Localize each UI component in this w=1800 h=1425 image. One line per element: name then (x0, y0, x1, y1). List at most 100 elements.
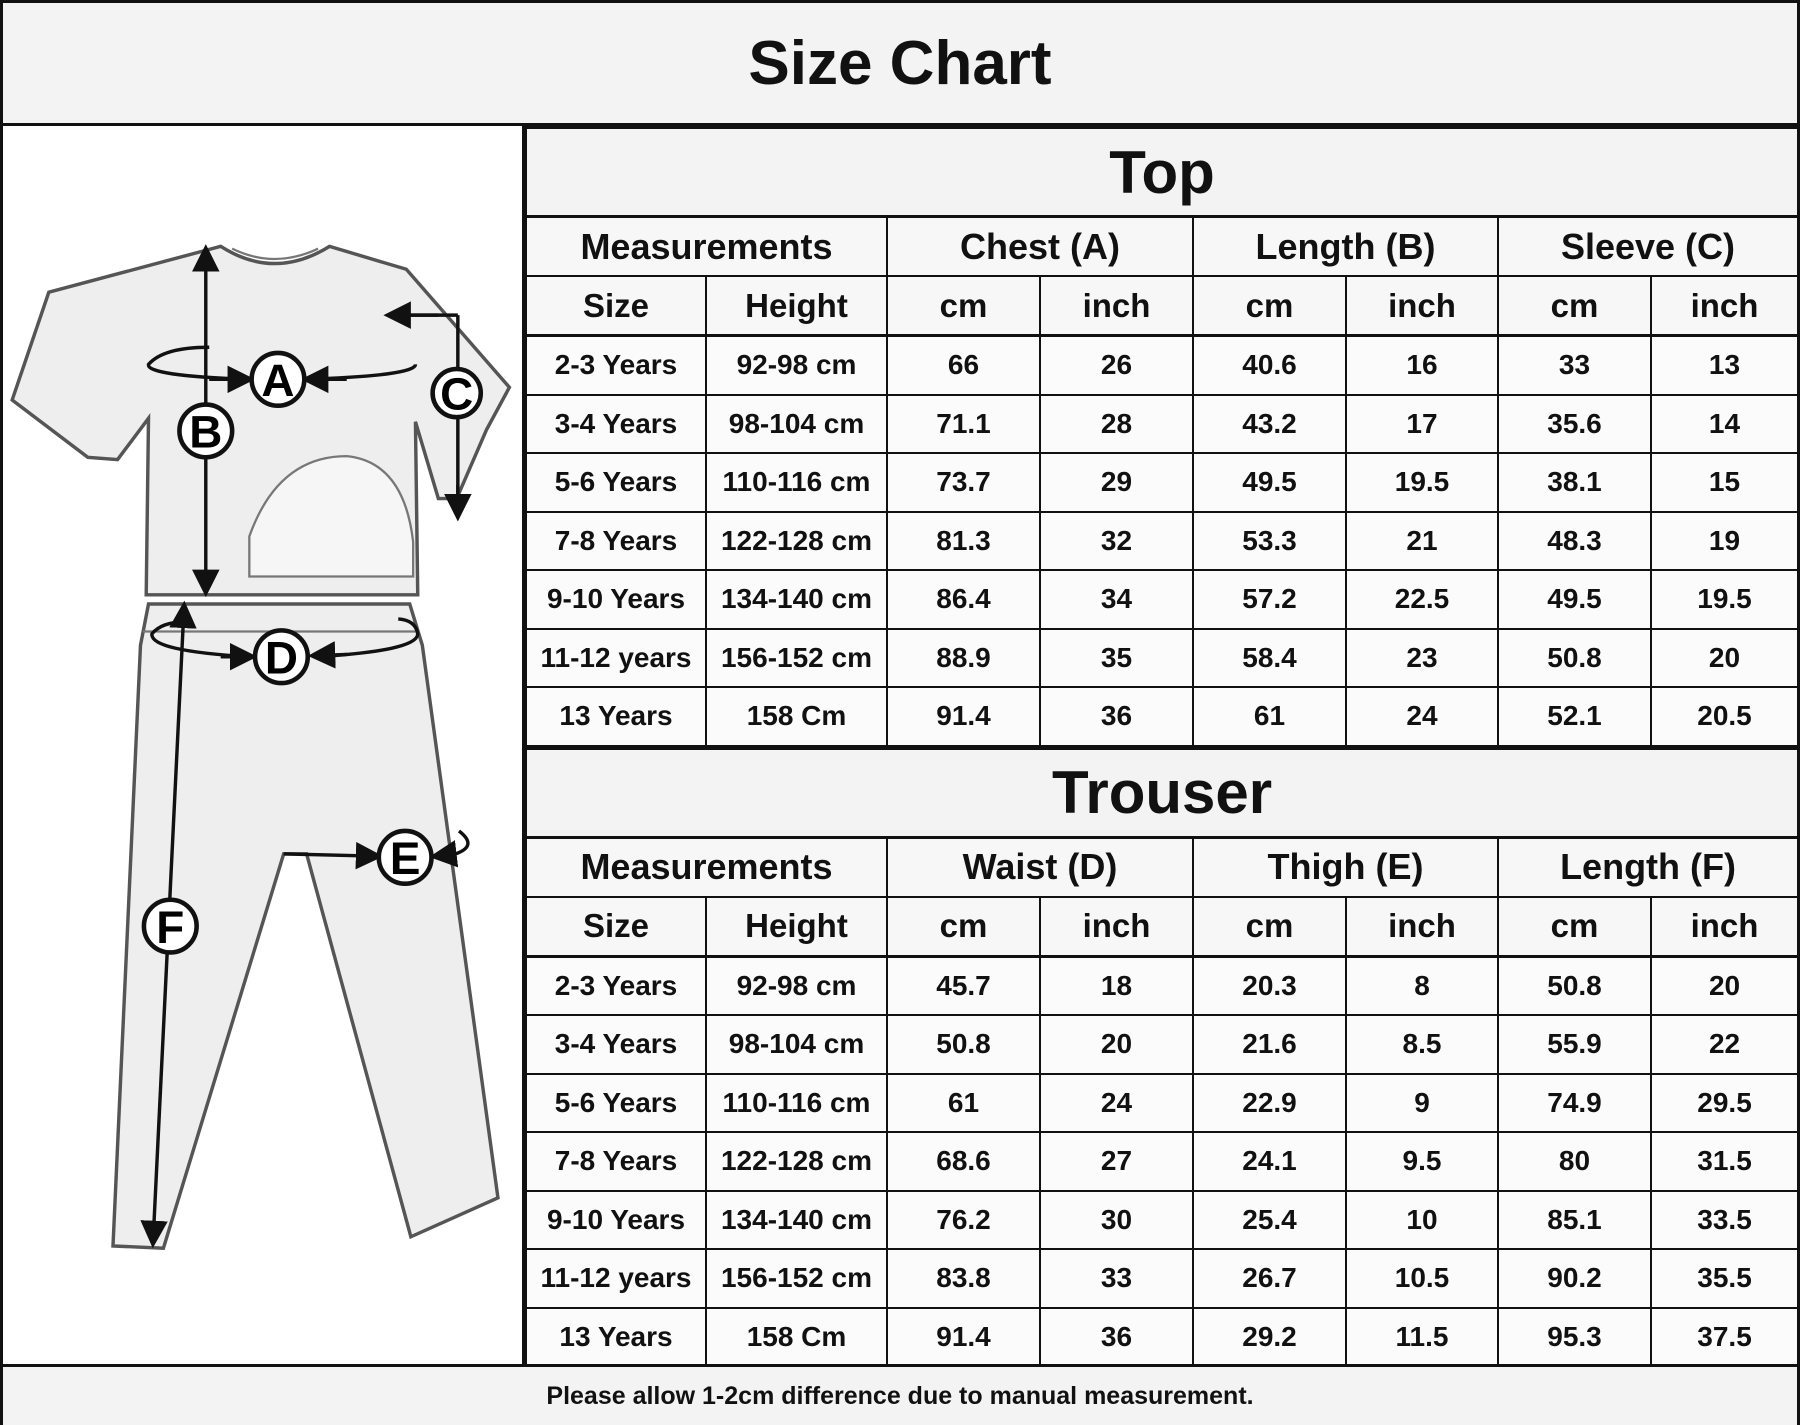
table-title: Top (525, 126, 1799, 218)
cell: 48.3 (1497, 510, 1652, 571)
cell: 19.5 (1650, 569, 1799, 630)
cell: 61 (1192, 686, 1347, 747)
data-row: 5-6 Years 110-116 cm 73.7 29 49.5 19.5 38.1 15 (525, 452, 1799, 513)
cell: 122-128 cm (705, 510, 888, 571)
cell: 98-104 cm (705, 393, 888, 454)
cell: 24 (1039, 1072, 1194, 1133)
cell: 9 (1345, 1072, 1499, 1133)
cell: 158 Cm (705, 1306, 888, 1367)
cell: 31.5 (1649, 1131, 1800, 1192)
column-header: cm (886, 895, 1041, 958)
column-header: cm (1497, 895, 1652, 958)
group-header: Thigh (E) (1192, 836, 1499, 898)
cell: 14 (1650, 393, 1799, 454)
cell: 134-140 cm (705, 569, 888, 630)
cell: 35.6 (1497, 393, 1652, 454)
label-text: F (156, 902, 184, 953)
cell: 68.6 (886, 1131, 1041, 1192)
cell: 156-152 cm (705, 627, 888, 688)
column-header: inch (1345, 275, 1499, 337)
column-header: Size (525, 275, 707, 337)
cell: 25.4 (1192, 1189, 1347, 1250)
cell: 16 (1345, 334, 1499, 396)
cell: 19 (1650, 510, 1799, 571)
cell: 43.2 (1192, 393, 1347, 454)
cell: 95.3 (1497, 1306, 1652, 1367)
footer-note: Please allow 1-2cm difference due to man… (3, 1364, 1797, 1425)
cell: 83.8 (886, 1248, 1041, 1309)
cell: 91.4 (886, 686, 1041, 747)
cell: 20 (1650, 627, 1799, 688)
table-title-row: Trouser (524, 746, 1800, 839)
cell: 158 Cm (705, 686, 888, 747)
column-header-row: Size Height cm inch cm inch cm inch (525, 275, 1799, 337)
table-title: Trouser (524, 746, 1800, 839)
column-header: inch (1649, 895, 1800, 958)
garment-diagram: A B C D E F (3, 126, 525, 1364)
cell: 15 (1650, 452, 1799, 513)
cell: 110-116 cm (705, 1072, 888, 1133)
cell: 5-6 Years (525, 1072, 707, 1133)
cell: 3-4 Years (525, 393, 707, 454)
cell: 26.7 (1192, 1248, 1347, 1309)
column-header: inch (1039, 895, 1194, 958)
cell: 33.5 (1649, 1189, 1800, 1250)
cell: 28 (1039, 393, 1194, 454)
table-body: Top Measurements Chest (A) Length (B) Sleeve… (525, 126, 1799, 747)
cell: 98-104 cm (705, 1014, 888, 1075)
cell: 53.3 (1192, 510, 1347, 571)
size-table: Top Measurements Chest (A) Length (B) Sleeve… (525, 126, 1799, 747)
group-header: Measurements (525, 215, 888, 277)
cell: 110-116 cm (705, 452, 888, 513)
cell: 22.5 (1345, 569, 1499, 630)
label-c: C (430, 366, 484, 420)
cell: 91.4 (886, 1306, 1041, 1367)
group-header: Sleeve (C) (1497, 215, 1799, 277)
column-header-row: Size Height cm inch cm inch cm inch (525, 895, 1800, 958)
cell: 13 (1650, 334, 1799, 396)
cell: 29 (1039, 452, 1194, 513)
cell: 13 Years (525, 1306, 707, 1367)
cell: 81.3 (886, 510, 1041, 571)
cell: 11-12 years (525, 1248, 707, 1309)
cell: 22.9 (1192, 1072, 1347, 1133)
column-header: inch (1345, 895, 1499, 958)
cell: 2-3 Years (525, 955, 707, 1016)
cell: 7-8 Years (525, 510, 707, 571)
cell: 76.2 (886, 1189, 1041, 1250)
cell: 13 Years (525, 686, 707, 747)
group-header-row: Measurements Chest (A) Length (B) Sleeve (C… (525, 215, 1799, 277)
cell: 34 (1039, 569, 1194, 630)
cell: 134-140 cm (705, 1189, 888, 1250)
cell: 57.2 (1192, 569, 1347, 630)
cell: 35 (1039, 627, 1194, 688)
cell: 122-128 cm (705, 1131, 888, 1192)
cell: 35.5 (1649, 1248, 1800, 1309)
cell: 20 (1649, 955, 1800, 1016)
cell: 7-8 Years (525, 1131, 707, 1192)
cell: 92-98 cm (705, 334, 888, 396)
label-f: F (141, 897, 199, 955)
cell: 74.9 (1497, 1072, 1652, 1133)
cell: 5-6 Years (525, 452, 707, 513)
cell: 2-3 Years (525, 334, 707, 396)
cell: 11.5 (1345, 1306, 1499, 1367)
cell: 20.3 (1192, 955, 1347, 1016)
data-row: 11-12 years 156-152 cm 88.9 35 58.4 23 50.8 20 (525, 627, 1799, 688)
data-row: 3-4 Years 98-104 cm 50.8 20 21.6 8.5 55.9 22 (525, 1014, 1800, 1075)
table-title-row: Top (525, 126, 1799, 218)
label-text: E (390, 833, 421, 884)
group-header: Waist (D) (886, 836, 1194, 898)
cell: 55.9 (1497, 1014, 1652, 1075)
group-header: Length (F) (1496, 836, 1800, 898)
label-text: D (265, 632, 298, 683)
group-header: Chest (A) (886, 215, 1194, 277)
data-row: 13 Years 158 Cm 91.4 36 61 24 52.1 20.5 (525, 686, 1799, 747)
cell: 24.1 (1192, 1131, 1347, 1192)
data-row: 9-10 Years 134-140 cm 76.2 30 25.4 10 85.1 33.5 (525, 1189, 1800, 1250)
data-row: 9-10 Years 134-140 cm 86.4 34 57.2 22.5 49.5 19… (525, 569, 1799, 630)
cell: 26 (1039, 334, 1194, 396)
cell: 38.1 (1497, 452, 1652, 513)
cell: 90.2 (1497, 1248, 1652, 1309)
